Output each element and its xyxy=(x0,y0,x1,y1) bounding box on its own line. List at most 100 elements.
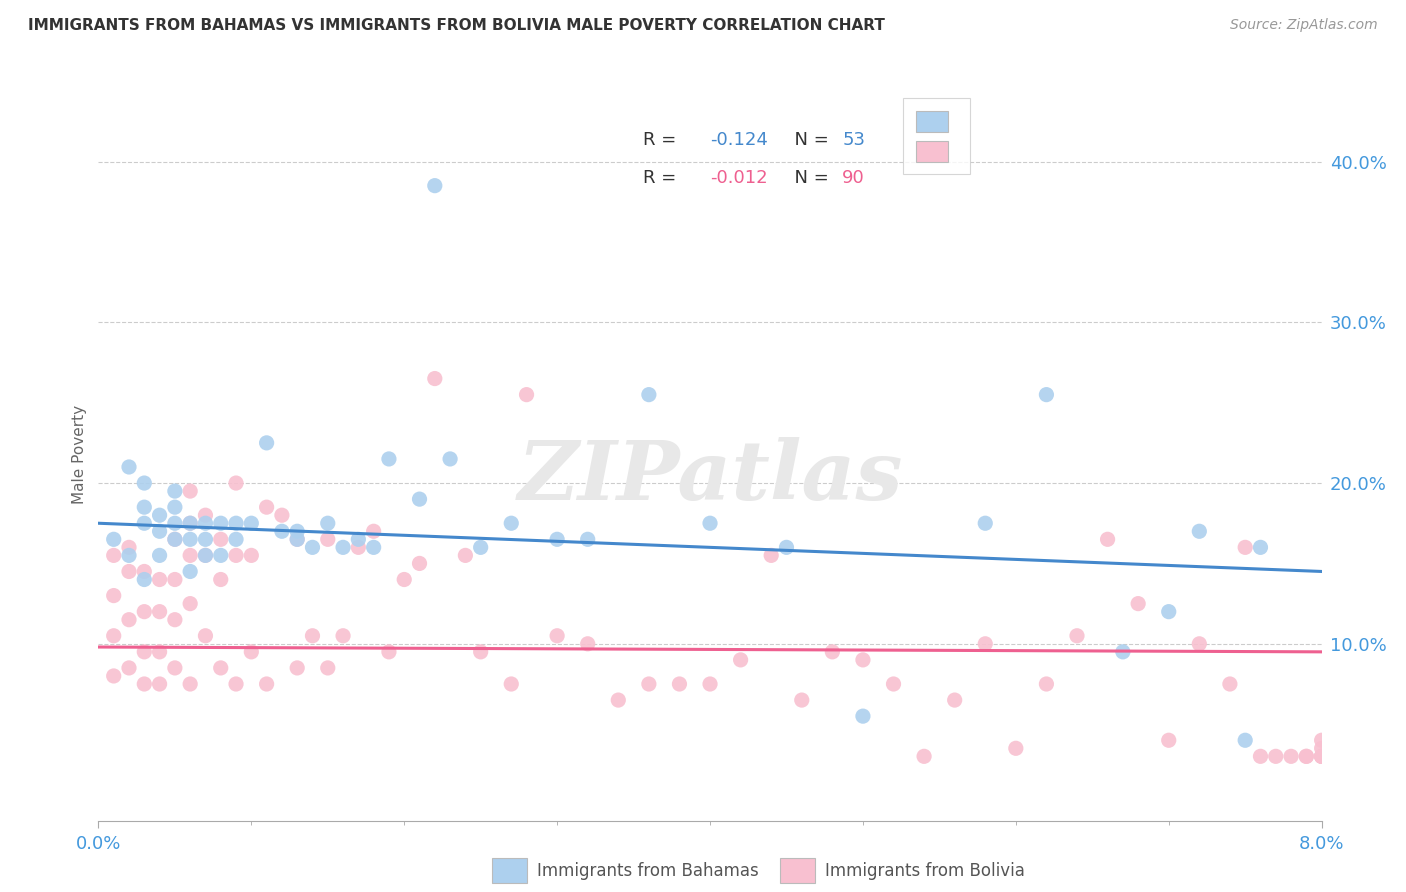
Point xyxy=(179,597,201,611)
Point xyxy=(1157,605,1180,619)
Point xyxy=(1310,749,1333,764)
Text: Source: ZipAtlas.com: Source: ZipAtlas.com xyxy=(1230,18,1378,32)
Point xyxy=(149,677,172,691)
Point xyxy=(501,677,523,691)
Point xyxy=(699,516,721,531)
Point xyxy=(439,452,461,467)
Point xyxy=(134,677,156,691)
Point xyxy=(118,613,141,627)
Point xyxy=(285,661,308,675)
Point xyxy=(163,500,186,515)
Point xyxy=(149,508,172,523)
Point xyxy=(1310,749,1333,764)
Point xyxy=(470,541,492,555)
Point xyxy=(501,516,523,531)
Point xyxy=(1219,677,1241,691)
Point xyxy=(1249,541,1271,555)
Point xyxy=(225,549,247,563)
Point xyxy=(149,645,172,659)
Point xyxy=(134,500,156,515)
Text: Immigrants from Bahamas: Immigrants from Bahamas xyxy=(537,862,759,880)
Point xyxy=(285,524,308,539)
Point xyxy=(1310,733,1333,747)
Text: N =: N = xyxy=(783,131,835,149)
Point xyxy=(103,549,125,563)
Point xyxy=(1128,597,1150,611)
Point xyxy=(408,557,430,571)
Point xyxy=(209,573,232,587)
Legend: , : , xyxy=(903,98,970,174)
Point xyxy=(134,605,156,619)
Point xyxy=(576,637,599,651)
Point xyxy=(179,516,201,531)
Text: ZIPatlas: ZIPatlas xyxy=(517,437,903,516)
Text: R =: R = xyxy=(643,169,682,187)
Point xyxy=(943,693,966,707)
Point xyxy=(316,516,339,531)
Point xyxy=(134,565,156,579)
Point xyxy=(1295,749,1317,764)
Point xyxy=(316,661,339,675)
Point xyxy=(179,484,201,499)
Text: N =: N = xyxy=(783,169,835,187)
Point xyxy=(163,661,186,675)
Point xyxy=(974,637,997,651)
Point xyxy=(225,677,247,691)
Point xyxy=(1264,749,1286,764)
Point xyxy=(194,533,217,547)
Point xyxy=(240,645,263,659)
Point xyxy=(134,476,156,491)
Text: -0.012: -0.012 xyxy=(710,169,768,187)
Point xyxy=(423,178,446,193)
Point xyxy=(974,516,997,531)
Point xyxy=(423,371,446,385)
Text: R =: R = xyxy=(643,131,682,149)
Point xyxy=(347,541,370,555)
Point xyxy=(821,645,844,659)
Point xyxy=(1066,629,1088,643)
Point xyxy=(179,516,201,531)
Point xyxy=(378,452,401,467)
Text: -0.124: -0.124 xyxy=(710,131,768,149)
Point xyxy=(270,508,294,523)
Point xyxy=(163,573,186,587)
Point xyxy=(179,533,201,547)
Point xyxy=(149,549,172,563)
Point xyxy=(546,629,568,643)
Point xyxy=(118,565,141,579)
Point xyxy=(256,435,278,450)
Point xyxy=(194,508,217,523)
Point xyxy=(1188,637,1211,651)
Point xyxy=(392,573,416,587)
Point xyxy=(163,516,186,531)
Point xyxy=(301,629,323,643)
Point xyxy=(103,589,125,603)
Point xyxy=(1295,749,1317,764)
Point xyxy=(1035,677,1057,691)
Point xyxy=(1188,524,1211,539)
Point xyxy=(607,693,630,707)
Point xyxy=(194,549,217,563)
Point xyxy=(149,524,172,539)
Point xyxy=(163,533,186,547)
Point xyxy=(163,533,186,547)
Point xyxy=(225,533,247,547)
Point xyxy=(134,645,156,659)
Point xyxy=(103,629,125,643)
Point xyxy=(363,524,385,539)
Point xyxy=(118,549,141,563)
Point xyxy=(516,387,538,401)
Point xyxy=(256,500,278,515)
Y-axis label: Male Poverty: Male Poverty xyxy=(72,405,87,505)
Point xyxy=(149,573,172,587)
Point xyxy=(637,387,661,401)
Point xyxy=(149,605,172,619)
Point xyxy=(103,533,125,547)
Point xyxy=(118,541,141,555)
Point xyxy=(454,549,477,563)
Point xyxy=(1035,387,1057,401)
Point xyxy=(759,549,782,563)
Point xyxy=(347,533,370,547)
Point xyxy=(790,693,813,707)
Point xyxy=(546,533,568,547)
